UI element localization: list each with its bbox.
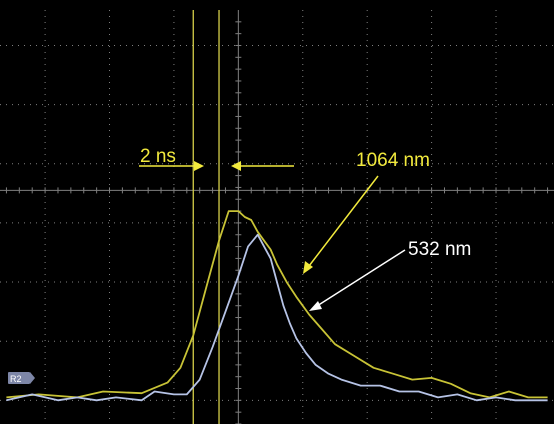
label-532nm-callout: 532 nm [309, 239, 471, 311]
arrow-532nm-head [309, 301, 322, 311]
right-arrowhead [231, 161, 241, 171]
waveform-traces [6, 210, 548, 402]
pulse-width-annotation: 2 ns [139, 146, 294, 171]
trace-532nm [6, 233, 548, 402]
trace-1064nm [6, 210, 548, 399]
time-cursors [192, 10, 220, 424]
label-532nm: 532 nm [408, 239, 471, 260]
label-1064nm-callout: 1064 nm [303, 150, 430, 274]
left-arrowhead [194, 161, 204, 171]
time-interval-label: 2 ns [140, 146, 176, 167]
reference-marker-r2: R2 [8, 372, 35, 384]
label-1064nm: 1064 nm [356, 150, 430, 171]
reference-marker-label: R2 [10, 374, 22, 384]
arrow-1064nm-shaft [308, 175, 379, 267]
arrow-1064nm-head [303, 261, 313, 274]
arrow-532nm-shaft [316, 249, 406, 307]
